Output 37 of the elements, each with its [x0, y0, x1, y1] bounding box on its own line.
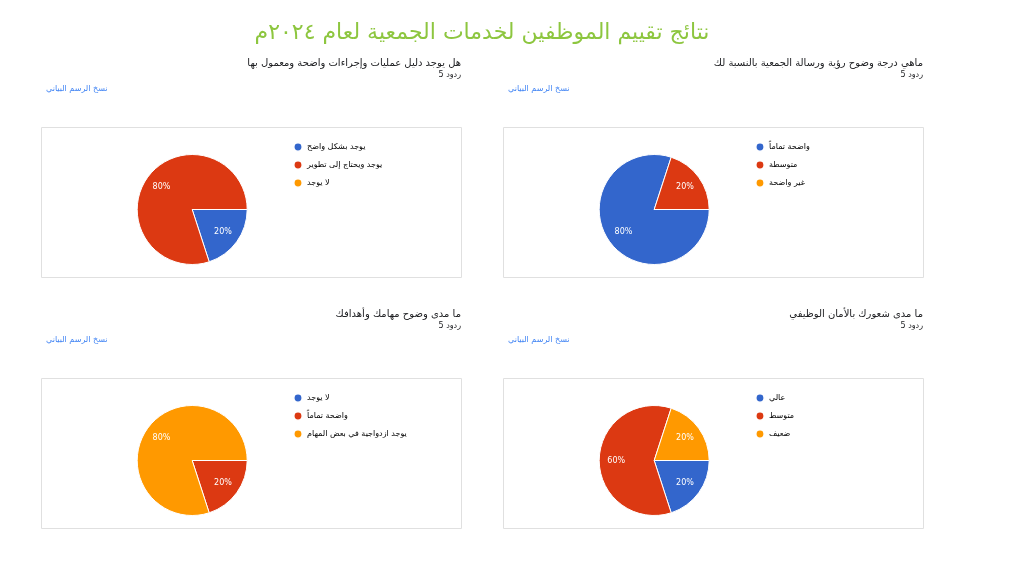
legend-label: لا يوجد [307, 178, 330, 187]
data-label: 20% [676, 182, 695, 192]
legend-label: غير واضحة [769, 178, 805, 187]
text: نسخ الرسم البياني [508, 335, 570, 344]
chart-title: ما مدى وضوح مهامك وأهدافك [335, 307, 461, 320]
data-label: 20% [676, 477, 695, 487]
chart-title: هل يوجد دليل عمليات وإجراءات واضحة ومعمول بها [247, 57, 461, 69]
legend-label: متوسط [769, 411, 795, 420]
data-label: 80% [152, 182, 171, 192]
legend-label: ضعيف [769, 429, 791, 438]
pie-slice [136, 405, 248, 516]
data-label: 20% [214, 477, 233, 487]
pie-slice [598, 154, 710, 265]
legend-label: يوجد ويحتاج إلى تطوير [306, 160, 383, 170]
data-label: 20% [676, 433, 695, 443]
legend-label: لا يوجد [307, 393, 330, 402]
text: نتائج تقييم الموظفين لخدمات الجمعية لعام ٢٠٢٤م [254, 18, 710, 45]
chart-title: ماهي درجة وضوح رؤية ورسالة الجمعية بالنسبة لك [713, 57, 923, 69]
data-label: 20% [214, 226, 233, 236]
text: نسخ الرسم البياني [46, 335, 108, 344]
data-label: 80% [152, 433, 171, 443]
legend-label: واضحة تماماً [768, 140, 811, 151]
text: 5 ردود [900, 70, 924, 79]
legend-label: يوجد ازدواجية في بعض المهام [307, 429, 407, 438]
text: 5 ردود [438, 321, 462, 330]
text: نسخ الرسم البياني [508, 84, 570, 93]
text: نسخ الرسم البياني [46, 84, 108, 93]
text: 5 ردود [900, 321, 924, 330]
pie-slice [136, 154, 248, 265]
legend-label: يوجد بشكل واضح [307, 142, 366, 151]
text: 5 ردود [438, 70, 462, 79]
legend-label: واضحة تماماً [306, 409, 349, 420]
legend-label: متوسطة [769, 160, 798, 169]
data-label: 60% [607, 455, 626, 465]
data-label: 80% [614, 226, 633, 236]
text: ما مدى شعورك بالأمان الوظيفي [789, 307, 923, 320]
legend-label: عالي [769, 393, 786, 402]
